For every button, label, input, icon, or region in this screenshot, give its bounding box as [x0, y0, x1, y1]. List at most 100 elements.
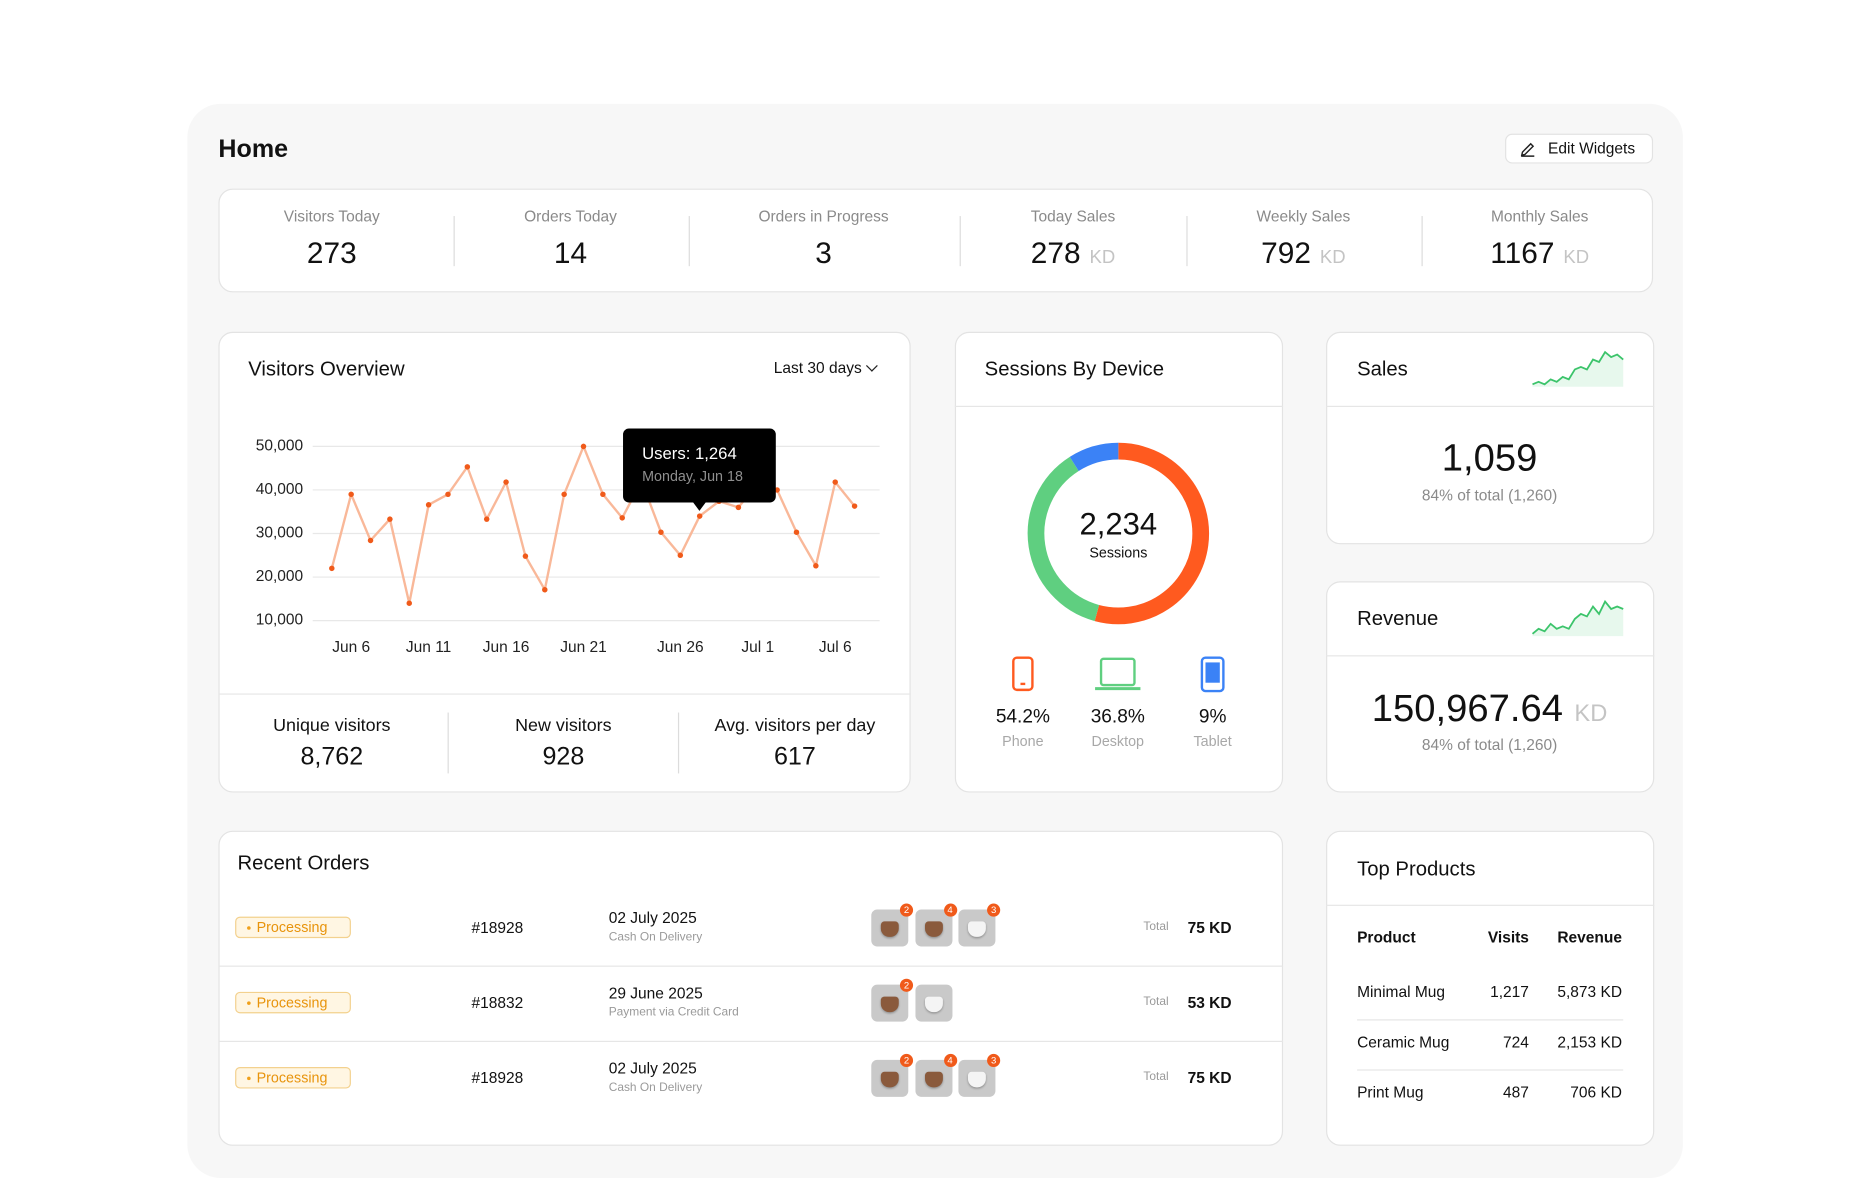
table-cell: 2,153 KD [1557, 1033, 1623, 1051]
phone-icon [1012, 656, 1034, 692]
tablet-screen [1205, 662, 1220, 683]
item-count-badge: 2 [899, 978, 914, 992]
divider [447, 712, 449, 774]
point [387, 516, 393, 522]
x-tick-label: Jun 11 [406, 639, 451, 656]
mug-shape [967, 921, 986, 937]
point [813, 563, 819, 569]
item-count: 2 [903, 904, 910, 915]
x-tick-label: Jul 6 [819, 639, 852, 656]
order-date: 02 July 2025 [608, 1059, 697, 1078]
status-dot [247, 1001, 251, 1005]
product-thumb [914, 984, 952, 1022]
x-tick-label: Jun 21 [560, 639, 607, 656]
page: Home Dashboard { "header": {"title": "Ho… [218, 133, 1655, 1146]
stats-bar [218, 188, 1654, 293]
divider [1326, 405, 1655, 407]
stat-label: Monthly Sales [1490, 207, 1589, 225]
point [483, 516, 490, 522]
order-total: 75 KD [1187, 918, 1232, 937]
edit-widgets-button[interactable]: Edit Widgets [1505, 133, 1654, 164]
tablet-icon [1200, 656, 1225, 693]
point [793, 529, 800, 535]
stat-label: Today Sales [1030, 207, 1116, 225]
summary-value: 8,762 [300, 742, 364, 771]
item-count-badge: 4 [943, 1053, 957, 1068]
range-select[interactable]: Last 30 days [773, 358, 862, 377]
column-header: Revenue [1557, 927, 1623, 946]
device-share: 9% [1199, 706, 1227, 727]
point [445, 491, 451, 498]
point [561, 491, 567, 498]
item-count: 2 [903, 1054, 910, 1066]
divider [218, 1040, 1284, 1042]
point [696, 513, 703, 519]
divider [1357, 1069, 1624, 1071]
unit: KD [1319, 247, 1346, 268]
x-tick-label: Jun 6 [332, 639, 370, 656]
point [406, 600, 412, 606]
order-date: 29 June 2025 [608, 984, 703, 1002]
total-label: Total [1143, 995, 1169, 1009]
sparkline [1531, 599, 1624, 635]
stat-label: Visitors Today [283, 207, 380, 225]
divider [1326, 904, 1655, 906]
page-title: Home [218, 135, 289, 163]
divider [677, 712, 680, 774]
divider [1421, 216, 1423, 267]
device-share: 36.8% [1091, 706, 1145, 727]
status-badge: Processing [235, 991, 351, 1014]
revenue-value: 150,967.64 KD [1372, 689, 1607, 727]
status-label: Processing [256, 919, 328, 936]
stat-value: 3 [815, 239, 832, 269]
revenue-note: 84% of total (1,260) [1421, 735, 1558, 754]
donut-segment [1094, 442, 1209, 625]
donut-sublabel: Sessions [1089, 546, 1147, 562]
table-cell: 724 [1503, 1033, 1529, 1051]
value: 3 [815, 236, 832, 271]
y-tick-label: 20,000 [256, 568, 304, 585]
edit-icon [1520, 142, 1535, 157]
x-tick-label: Jun 26 [657, 639, 704, 656]
item-count: 3 [990, 1054, 997, 1066]
table-cell: Minimal Mug [1357, 982, 1446, 1001]
item-count: 4 [947, 1054, 953, 1066]
tooltip-pointer [692, 501, 707, 511]
value: 14 [553, 236, 588, 271]
sales-note: 84% of total (1,260) [1421, 486, 1558, 505]
sparkline-area [1532, 601, 1624, 637]
divider [1357, 1019, 1624, 1021]
unit: KD [1574, 700, 1608, 727]
mug-shape [880, 921, 899, 937]
order-id: #18928 [471, 918, 524, 937]
value: 792 [1261, 236, 1311, 271]
point [658, 529, 664, 535]
charts: 10,000 20,000 30,000 40,000 50,000 Jun 6 Jun 1… [256, 350, 1624, 750]
divider [453, 216, 455, 267]
summary-value: 928 [542, 742, 585, 771]
sessions-card [954, 331, 1284, 793]
item-count-badge: 2 [899, 903, 914, 917]
item-count-badge: 3 [987, 903, 1001, 917]
stat-label: Orders Today [524, 207, 617, 225]
point [851, 503, 858, 509]
card-title: Top Products [1357, 857, 1476, 881]
tooltip [623, 428, 776, 503]
value: 273 [306, 236, 357, 271]
column-header: Visits [1487, 927, 1529, 946]
divider [954, 405, 1284, 407]
sales-value: 1,059 [1441, 435, 1538, 479]
value: 1167 [1490, 236, 1555, 271]
laptop-icon [1099, 657, 1136, 687]
order-total: 53 KD [1187, 993, 1232, 1012]
product-thumb [914, 909, 952, 947]
tooltip-title: Users: 1,264 [642, 444, 737, 463]
page-body: Home Edit Widgets Visitors Today 273 Orders … [218, 133, 1655, 1146]
donut-segment [1069, 442, 1119, 472]
donut-total: 2,234 [1080, 507, 1158, 542]
divider [1326, 655, 1655, 657]
point [677, 552, 684, 559]
x-tick-label: Jul 1 [741, 639, 774, 656]
mug-shape [924, 921, 943, 937]
point [735, 504, 742, 511]
